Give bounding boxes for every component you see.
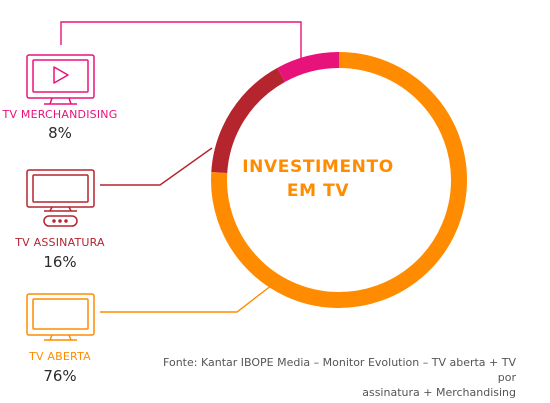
center-title-line-2: EM TV: [286, 181, 350, 201]
source-line-1: Fonte: Kantar IBOPE Media – Monitor Evol…: [163, 356, 516, 384]
tv-play-icon: [26, 54, 95, 105]
label-tv-assinatura: TV ASSINATURA: [15, 236, 105, 249]
donut-slice-tv-assinatura: [211, 67, 286, 174]
assinatura-connector: [100, 147, 213, 186]
value-tv-aberta: 76%: [43, 367, 77, 385]
tv-icon: [26, 293, 95, 341]
donut-slice-tv-aberta: [211, 52, 467, 308]
donut-slice-tv-merchandising: [277, 52, 340, 82]
center-title: INVESTIMENTO EM TV: [228, 155, 408, 203]
source-note: Fonte: Kantar IBOPE Media – Monitor Evol…: [150, 355, 516, 400]
tv-set-top-box-icon: [26, 169, 95, 227]
donut-slices: [211, 52, 467, 308]
value-tv-merchandising: 8%: [48, 124, 72, 142]
value-tv-assinatura: 16%: [43, 253, 77, 271]
merchandising-connector: [60, 21, 302, 62]
aberta-connector: [100, 284, 273, 313]
label-tv-merchandising: TV MERCHANDISING: [2, 108, 118, 121]
label-tv-aberta: TV ABERTA: [29, 350, 91, 363]
center-title-line-1: INVESTIMENTO: [242, 157, 394, 177]
source-line-2: assinatura + Merchandising: [362, 386, 516, 399]
